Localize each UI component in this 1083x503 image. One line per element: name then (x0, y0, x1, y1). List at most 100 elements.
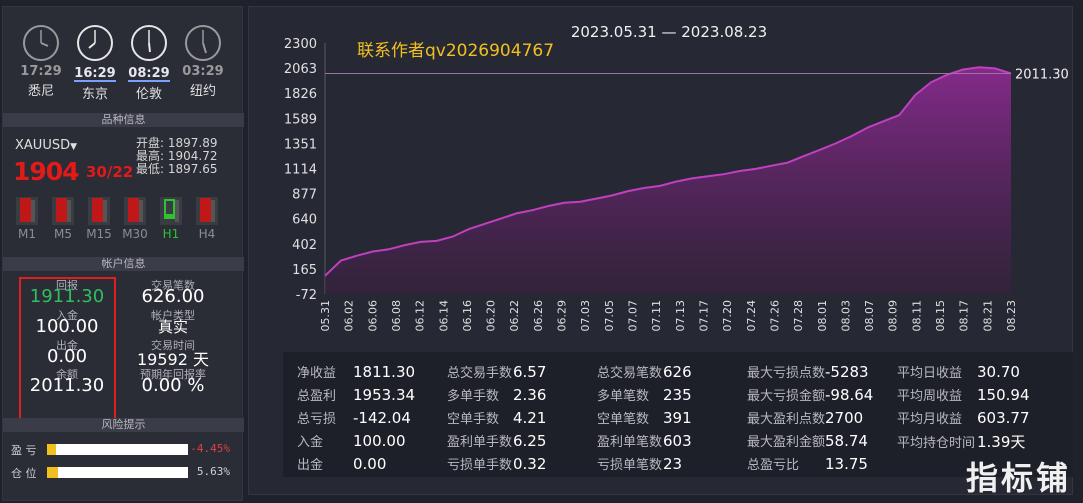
withdraw-value: 0.00 (46, 346, 88, 367)
stat-row: 多单手数 2.36 (447, 385, 546, 404)
x-tick-label: 06.29 (556, 300, 569, 332)
y-tick-label: 165 (292, 263, 317, 278)
stat-row: 出金 0.00 (297, 454, 386, 473)
stat-label: 平均日收益 (897, 366, 963, 381)
stat-value: -98.64 (825, 386, 874, 404)
stat-value: 6.25 (513, 432, 547, 450)
stat-label: 总盈利 (297, 389, 337, 404)
stat-value: 4.21 (513, 409, 547, 427)
stat-label: 平均月收益 (897, 412, 963, 427)
stat-row: 平均日收益 30.70 (897, 362, 1020, 381)
stat-label: 最大亏损点数 (747, 366, 826, 381)
section-risk-title: 风险提示 (3, 418, 244, 432)
stat-value: 235 (663, 386, 692, 404)
stat-value: 391 (663, 409, 692, 427)
stat-row: 总盈亏比 13.75 (747, 454, 868, 473)
x-tick-label: 07.03 (579, 300, 592, 332)
stat-value: 1811.30 (353, 363, 416, 381)
y-tick-label: 402 (292, 238, 317, 253)
clock-icon (23, 25, 59, 61)
stat-label: 入金 (297, 435, 324, 450)
stat-row: 盈利单手数6.25 (447, 431, 546, 450)
stat-label: 最大盈利点数 (747, 412, 826, 427)
y-tick-label: 2300 (284, 37, 317, 52)
x-tick-label: 08.11 (910, 300, 923, 332)
stat-label: 总交易笔数 (597, 366, 663, 381)
deposit-value: 100.00 (35, 316, 99, 337)
stat-value: -5283 (825, 363, 869, 381)
stat-label: 出金 (297, 458, 324, 473)
symbol-name: XAUUSD (15, 138, 71, 153)
trades-value: 626.00 (141, 286, 205, 307)
stat-value: 2700 (825, 409, 864, 427)
stat-value: 626 (663, 363, 692, 381)
stat-value: 1953.34 (353, 386, 416, 404)
withdraw-label: 出金 (56, 339, 78, 352)
timeframe-m15[interactable]: M15 (84, 197, 114, 241)
timeframe-h1[interactable]: H1 (156, 197, 186, 241)
stat-value: 6.57 (513, 363, 547, 381)
section-account-title: 帐户信息 (3, 257, 244, 271)
stat-row: 总交易手数6.57 (447, 362, 546, 381)
stat-value: 150.94 (977, 386, 1030, 404)
last-value-label: 2011.30 (1015, 68, 1069, 83)
stat-value: 100.00 (353, 432, 406, 450)
y-tick-label: 640 (292, 213, 317, 228)
timeframe-indicator-icon (124, 197, 146, 225)
clock-sydney: 17:29 悉尼 (15, 24, 67, 99)
y-tick-label: 1351 (284, 137, 317, 152)
stat-label: 最大盈利金额 (747, 435, 826, 450)
clock-city: 东京 (81, 87, 108, 102)
risk-position-label: 仓 位 (11, 467, 37, 480)
x-tick-label: 07.20 (721, 300, 734, 332)
risk-profit-row: 盈 亏 -4.45% (11, 442, 236, 457)
stat-value: 0.00 (353, 455, 387, 473)
risk-profit-bar (47, 444, 188, 455)
risk-profit-pct: -4.45% (190, 442, 230, 455)
caret-down-icon: ▼ (70, 142, 78, 152)
x-tick-label: 06.06 (366, 300, 379, 332)
x-tick-label: 06.26 (532, 300, 545, 332)
timeframe-label: M1 (18, 227, 36, 241)
stat-row: 多单笔数 235 (597, 385, 692, 404)
return-label: 回报 (56, 279, 78, 292)
stat-label: 空单手数 (447, 412, 500, 427)
x-tick-label: 07.26 (768, 300, 781, 332)
stat-row: 空单手数 4.21 (447, 408, 546, 427)
timeframe-m30[interactable]: M30 (120, 197, 150, 241)
y-tick-label: 877 (292, 188, 317, 203)
x-tick-label: 08.01 (816, 300, 829, 332)
y-tick-label: 1589 (284, 112, 317, 127)
timeframe-h4[interactable]: H4 (192, 197, 222, 241)
x-tick-label: 05.31 (319, 300, 332, 332)
account-type-label: 帐户类型 (151, 309, 195, 322)
x-tick-label: 06.02 (343, 300, 356, 332)
stat-value: 58.74 (825, 432, 868, 450)
risk-position-row: 仓 位 5.63% (11, 465, 236, 480)
x-tick-label: 07.05 (603, 300, 616, 332)
x-tick-label: 06.14 (437, 300, 450, 332)
account-type-value: 真实 (157, 318, 188, 336)
timeframe-m1[interactable]: M1 (12, 197, 42, 241)
y-tick-label: 2063 (284, 62, 317, 77)
trades-label: 交易笔数 (151, 279, 195, 292)
x-tick-label: 06.22 (508, 300, 521, 332)
report-panel: 2023.05.31 — 2023.08.23 2300 2063 1826 1589 1… (248, 6, 1073, 495)
risk-position-bar (47, 467, 188, 478)
stat-row: 最大亏损金额-98.64 (747, 385, 873, 404)
balance-label: 余额 (56, 368, 78, 381)
stat-value: 603 (663, 432, 692, 450)
y-tick-label: -72 (296, 288, 317, 303)
x-tick-label: 08.03 (839, 300, 852, 332)
x-tick-label: 08.23 (1005, 300, 1018, 332)
timeframe-indicator-icon (196, 197, 218, 225)
annual-return-label: 预期年回报率 (140, 368, 206, 381)
equity-chart: 2023.05.31 — 2023.08.23 2300 2063 1826 1589 1… (284, 23, 1069, 332)
symbol-selector[interactable]: XAUUSD▼ (15, 138, 77, 153)
stat-value: 603.77 (977, 409, 1030, 427)
timeframe-m5[interactable]: M5 (48, 197, 78, 241)
clock-london: 08:29 伦敦 (123, 24, 175, 102)
section-instrument-title: 品种信息 (3, 113, 244, 127)
stat-row: 总亏损 -142.04 (297, 408, 411, 427)
timeframe-indicator-icon (160, 197, 182, 225)
